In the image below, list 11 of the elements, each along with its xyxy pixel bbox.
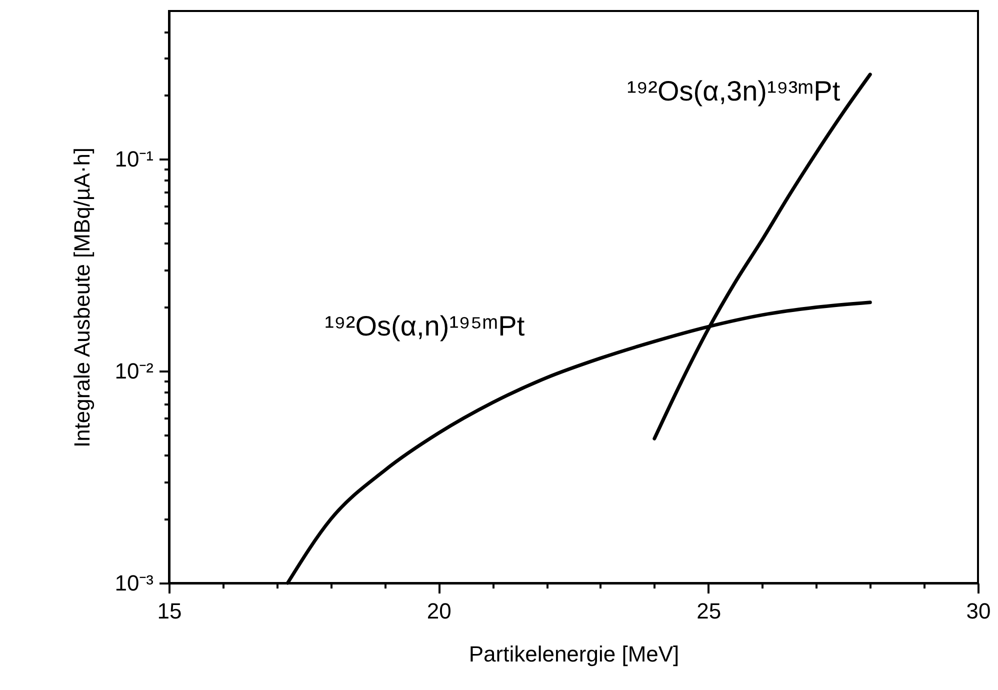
y-tick-label: 10⁻³: [114, 570, 154, 596]
x-tick-label: 25: [696, 598, 722, 624]
x-tick-label: 15: [157, 598, 182, 624]
y-tick-label: 10⁻¹: [114, 146, 154, 172]
series-label: ¹⁹²Os(α,3n)¹⁹³ᵐPt: [626, 75, 840, 106]
y-axis-title: Integrale Ausbeute [MBq/µA·h]: [70, 147, 95, 448]
series-label: ¹⁹²Os(α,n)¹⁹⁵ᵐPt: [324, 310, 525, 342]
y-tick-label: 10⁻²: [114, 358, 154, 384]
x-axis-title: Partikelenergie [MeV]: [468, 642, 680, 666]
x-tick-label: 20: [426, 598, 452, 624]
x-tick-label: 30: [966, 598, 991, 624]
